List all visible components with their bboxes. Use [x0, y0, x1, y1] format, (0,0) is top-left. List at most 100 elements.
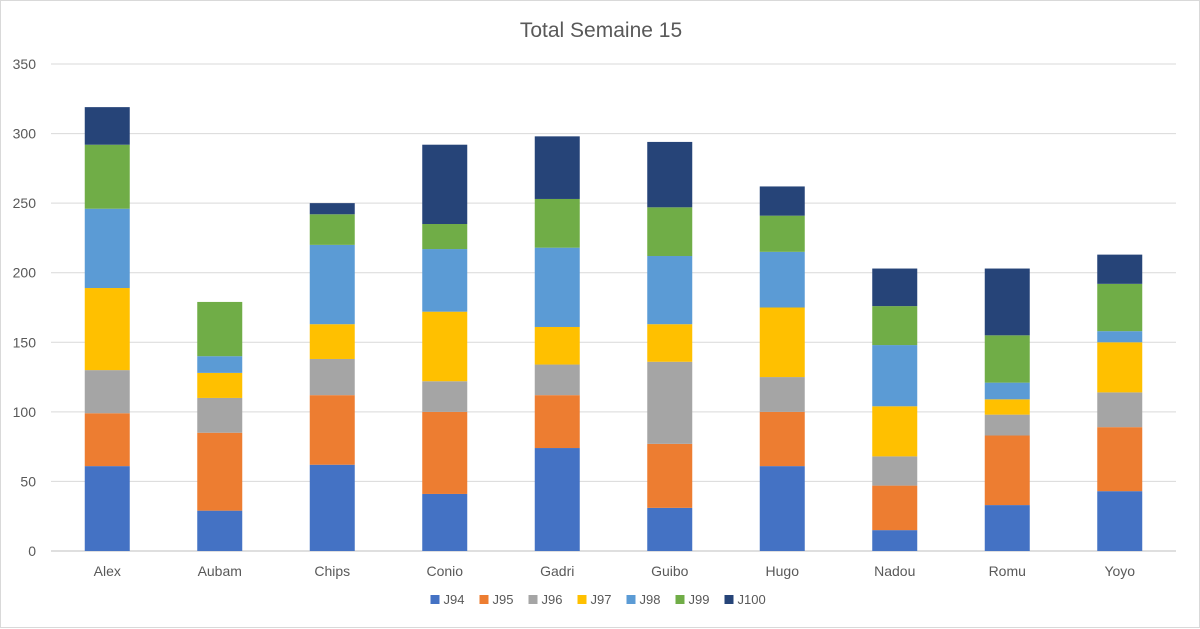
bar-alex-j98 — [84, 208, 130, 289]
bar-gadri-j95 — [534, 395, 580, 449]
y-tick-label: 300 — [13, 126, 37, 142]
bar-alex-j95 — [84, 413, 130, 467]
y-tick-label: 350 — [13, 56, 37, 72]
legend-swatch — [626, 595, 636, 604]
bar-aubam-j94 — [197, 510, 243, 551]
bar-romu-j96 — [984, 414, 1030, 436]
bar-conio-j98 — [422, 249, 468, 312]
bar-guibo-j96 — [647, 361, 693, 444]
bar-chips-j94 — [309, 464, 355, 551]
legend-label: J95 — [493, 592, 514, 607]
bar-conio-j99 — [422, 224, 468, 250]
bar-chips-j100 — [309, 203, 355, 215]
legend-item-j94: J94 — [430, 592, 465, 607]
bar-guibo-j100 — [647, 141, 693, 208]
bar-yoyo-j99 — [1097, 283, 1143, 332]
bar-yoyo-j96 — [1097, 392, 1143, 428]
legend-label: J100 — [738, 592, 766, 607]
legend-item-j100: J100 — [724, 592, 766, 607]
legend-label: J94 — [444, 592, 465, 607]
bar-gadri-j96 — [534, 364, 580, 396]
legend-swatch — [528, 595, 538, 604]
bar-conio-j94 — [422, 493, 468, 551]
y-tick-label: 50 — [20, 473, 36, 489]
bar-stack-chips — [309, 203, 355, 551]
bar-aubam-j98 — [197, 356, 243, 373]
x-tick-label: Yoyo — [1104, 563, 1135, 579]
legend-swatch — [675, 595, 685, 604]
bar-alex-j94 — [84, 466, 130, 551]
bar-stack-romu — [984, 268, 1030, 551]
bar-conio-j97 — [422, 311, 468, 382]
bar-yoyo-j95 — [1097, 427, 1143, 492]
x-tick-label: Alex — [94, 563, 121, 579]
bar-romu-j99 — [984, 335, 1030, 383]
bar-stack-yoyo — [1097, 254, 1143, 551]
bar-hugo-j97 — [759, 307, 805, 378]
bar-nadou-j100 — [872, 268, 918, 307]
bar-stack-nadou — [872, 268, 918, 551]
bar-conio-j95 — [422, 411, 468, 494]
bar-yoyo-j94 — [1097, 491, 1143, 551]
bar-gadri-j98 — [534, 247, 580, 327]
bar-romu-j100 — [984, 268, 1030, 336]
bar-romu-j94 — [984, 505, 1030, 551]
chart-title: Total Semaine 15 — [520, 19, 682, 42]
bar-romu-j97 — [984, 399, 1030, 415]
legend-swatch — [479, 595, 489, 604]
bar-aubam-j99 — [197, 301, 243, 357]
x-axis-tick-labels: Alex Aubam Chips Conio Gadri Guibo Hugo Nadou Ro… — [94, 563, 1136, 579]
bar-chips-j98 — [309, 244, 355, 325]
bar-nadou-j94 — [872, 530, 918, 551]
legend-label: J98 — [640, 592, 661, 607]
bar-guibo-j94 — [647, 507, 693, 551]
bar-alex-j96 — [84, 370, 130, 414]
legend-item-j97: J97 — [577, 592, 611, 607]
bar-conio-j96 — [422, 381, 468, 412]
bar-aubam-j97 — [197, 372, 243, 398]
bar-stack-alex — [84, 107, 130, 551]
bar-stack-hugo — [759, 186, 805, 551]
bar-guibo-j95 — [647, 443, 693, 508]
bar-gadri-j97 — [534, 326, 580, 365]
bar-hugo-j96 — [759, 377, 805, 412]
bar-aubam-j95 — [197, 432, 243, 511]
y-axis-tick-labels: 0 50 100 150 200 250 300 350 — [13, 56, 37, 559]
bar-stack-gadri — [534, 136, 580, 551]
bar-yoyo-j97 — [1097, 342, 1143, 393]
legend-swatch — [577, 595, 587, 604]
bar-stack-aubam — [197, 301, 243, 551]
bar-hugo-j100 — [759, 186, 805, 216]
bar-chips-j99 — [309, 214, 355, 245]
legend-item-j98: J98 — [626, 592, 661, 607]
y-tick-label: 100 — [13, 404, 37, 420]
bar-guibo-j99 — [647, 207, 693, 257]
bars — [84, 107, 1143, 551]
x-tick-label: Chips — [314, 563, 350, 579]
bar-stack-conio — [422, 144, 468, 551]
bar-gadri-j99 — [534, 198, 580, 248]
bar-hugo-j95 — [759, 411, 805, 467]
x-tick-label: Nadou — [874, 563, 915, 579]
bar-stack-guibo — [647, 141, 693, 551]
x-tick-label: Aubam — [198, 563, 242, 579]
bar-nadou-j99 — [872, 306, 918, 346]
bar-alex-j97 — [84, 288, 130, 371]
bar-hugo-j94 — [759, 466, 805, 551]
bar-conio-j100 — [422, 144, 468, 225]
x-tick-label: Guibo — [651, 563, 689, 579]
bar-aubam-j96 — [197, 397, 243, 433]
bar-yoyo-j98 — [1097, 331, 1143, 343]
bar-alex-j100 — [84, 107, 130, 145]
bar-nadou-j97 — [872, 406, 918, 457]
bar-guibo-j97 — [647, 324, 693, 362]
bar-chips-j95 — [309, 395, 355, 465]
bar-hugo-j99 — [759, 215, 805, 252]
y-tick-label: 150 — [13, 334, 37, 350]
bar-chips-j97 — [309, 324, 355, 359]
legend-label: J99 — [689, 592, 710, 607]
legend-item-j95: J95 — [479, 592, 514, 607]
y-tick-label: 250 — [13, 195, 37, 211]
